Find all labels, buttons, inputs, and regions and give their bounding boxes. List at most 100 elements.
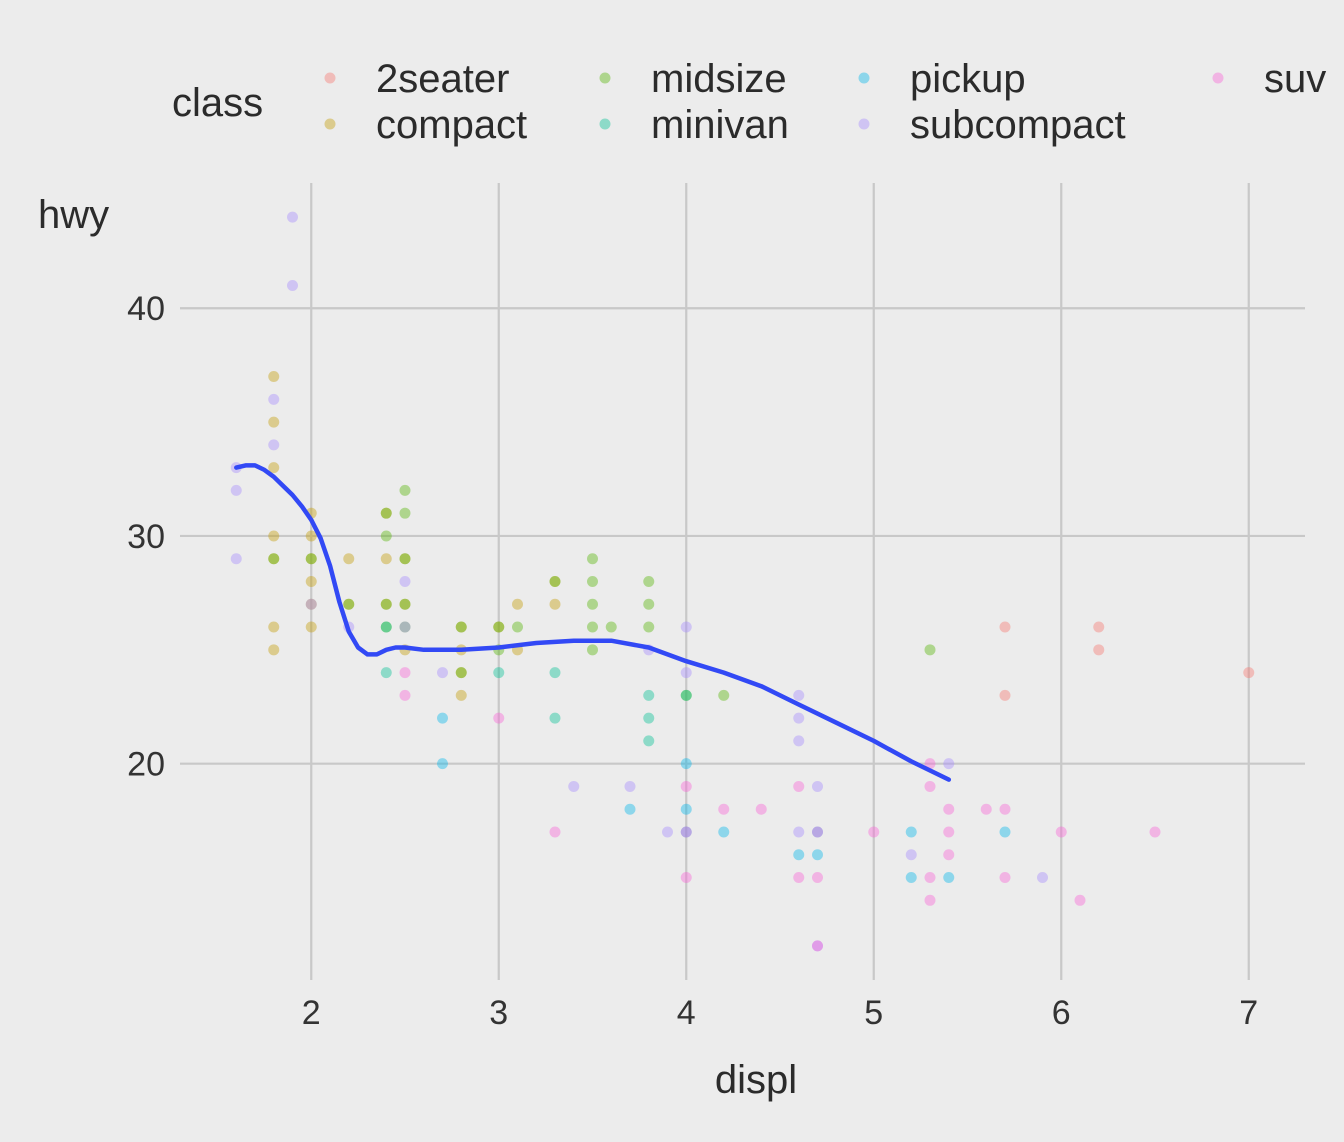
data-point <box>268 462 280 474</box>
data-point <box>380 621 392 633</box>
data-point <box>643 576 655 587</box>
data-point <box>268 621 280 633</box>
data-point <box>305 598 317 610</box>
data-point <box>812 826 823 838</box>
data-point <box>680 689 692 701</box>
data-point <box>1243 667 1255 679</box>
data-point <box>493 667 505 679</box>
data-point <box>793 780 805 792</box>
data-point <box>680 689 692 701</box>
x-tick-label: 5 <box>864 994 883 1032</box>
data-point <box>437 758 448 770</box>
data-point <box>1055 826 1067 838</box>
data-point <box>812 780 823 792</box>
data-point <box>980 803 992 815</box>
data-point <box>680 780 692 792</box>
data-point <box>755 803 767 815</box>
data-point <box>343 553 355 565</box>
data-point <box>549 576 561 587</box>
y-tick-label: 40 <box>127 290 165 328</box>
data-point <box>680 826 692 838</box>
data-point <box>680 826 692 838</box>
data-point <box>268 553 280 565</box>
data-point <box>287 279 298 291</box>
x-tick-label: 3 <box>489 994 508 1032</box>
data-point <box>924 644 936 656</box>
data-point <box>868 826 880 838</box>
data-point <box>793 826 805 838</box>
data-point <box>812 872 823 884</box>
data-point <box>399 484 411 496</box>
legend-key <box>324 72 336 84</box>
data-point <box>380 598 392 610</box>
data-point <box>999 872 1011 884</box>
data-point <box>455 621 467 633</box>
legend-label: pickup <box>910 57 1026 101</box>
data-point <box>793 872 805 884</box>
data-point <box>455 689 467 701</box>
data-point <box>399 598 411 610</box>
data-point <box>268 553 280 565</box>
data-point <box>605 621 617 633</box>
data-point <box>624 803 636 815</box>
data-point <box>718 689 730 701</box>
legend-label: suv <box>1264 57 1326 101</box>
data-point <box>680 667 692 679</box>
data-point <box>380 621 392 633</box>
data-point <box>343 598 355 610</box>
data-point <box>943 872 955 884</box>
legend-title: class <box>172 81 263 125</box>
data-point <box>587 576 598 587</box>
data-point <box>1037 872 1048 884</box>
data-point <box>399 667 411 679</box>
data-point <box>793 689 805 701</box>
data-point <box>680 872 692 884</box>
data-points <box>230 211 1255 952</box>
data-point <box>812 849 823 861</box>
data-point <box>512 598 523 610</box>
grid-lines <box>180 183 1305 980</box>
x-tick-label: 6 <box>1052 994 1071 1032</box>
data-point <box>924 872 936 884</box>
data-point <box>793 712 805 724</box>
data-point <box>268 644 280 656</box>
data-point <box>643 689 655 701</box>
data-point <box>999 826 1011 838</box>
data-point <box>924 758 936 770</box>
data-point <box>568 780 580 792</box>
data-point <box>1093 644 1105 656</box>
data-point <box>380 530 392 542</box>
data-point <box>287 211 298 223</box>
data-point <box>230 484 242 496</box>
data-point <box>924 894 936 906</box>
data-point <box>493 621 505 633</box>
data-point <box>662 826 673 838</box>
data-point <box>399 553 411 565</box>
data-point <box>905 872 917 884</box>
legend-key <box>324 118 336 130</box>
data-point <box>587 621 598 633</box>
y-axis-title: hwy <box>38 193 109 237</box>
data-point <box>624 780 636 792</box>
smooth-line <box>234 463 952 782</box>
data-point <box>549 826 561 838</box>
data-point <box>399 553 411 565</box>
data-point <box>268 439 280 451</box>
data-point <box>399 621 411 633</box>
data-point <box>999 621 1011 633</box>
data-point <box>268 371 280 383</box>
data-point <box>399 576 411 587</box>
legend-label: subcompact <box>910 103 1126 147</box>
legend-label: minivan <box>651 103 789 147</box>
data-point <box>493 712 505 724</box>
data-point <box>305 553 317 565</box>
smooth-line-group <box>234 463 952 782</box>
data-point <box>268 530 280 542</box>
data-point <box>943 758 955 770</box>
legend-key <box>1212 72 1224 84</box>
data-point <box>549 576 561 587</box>
x-tick-label: 7 <box>1239 994 1258 1032</box>
data-point <box>643 598 655 610</box>
